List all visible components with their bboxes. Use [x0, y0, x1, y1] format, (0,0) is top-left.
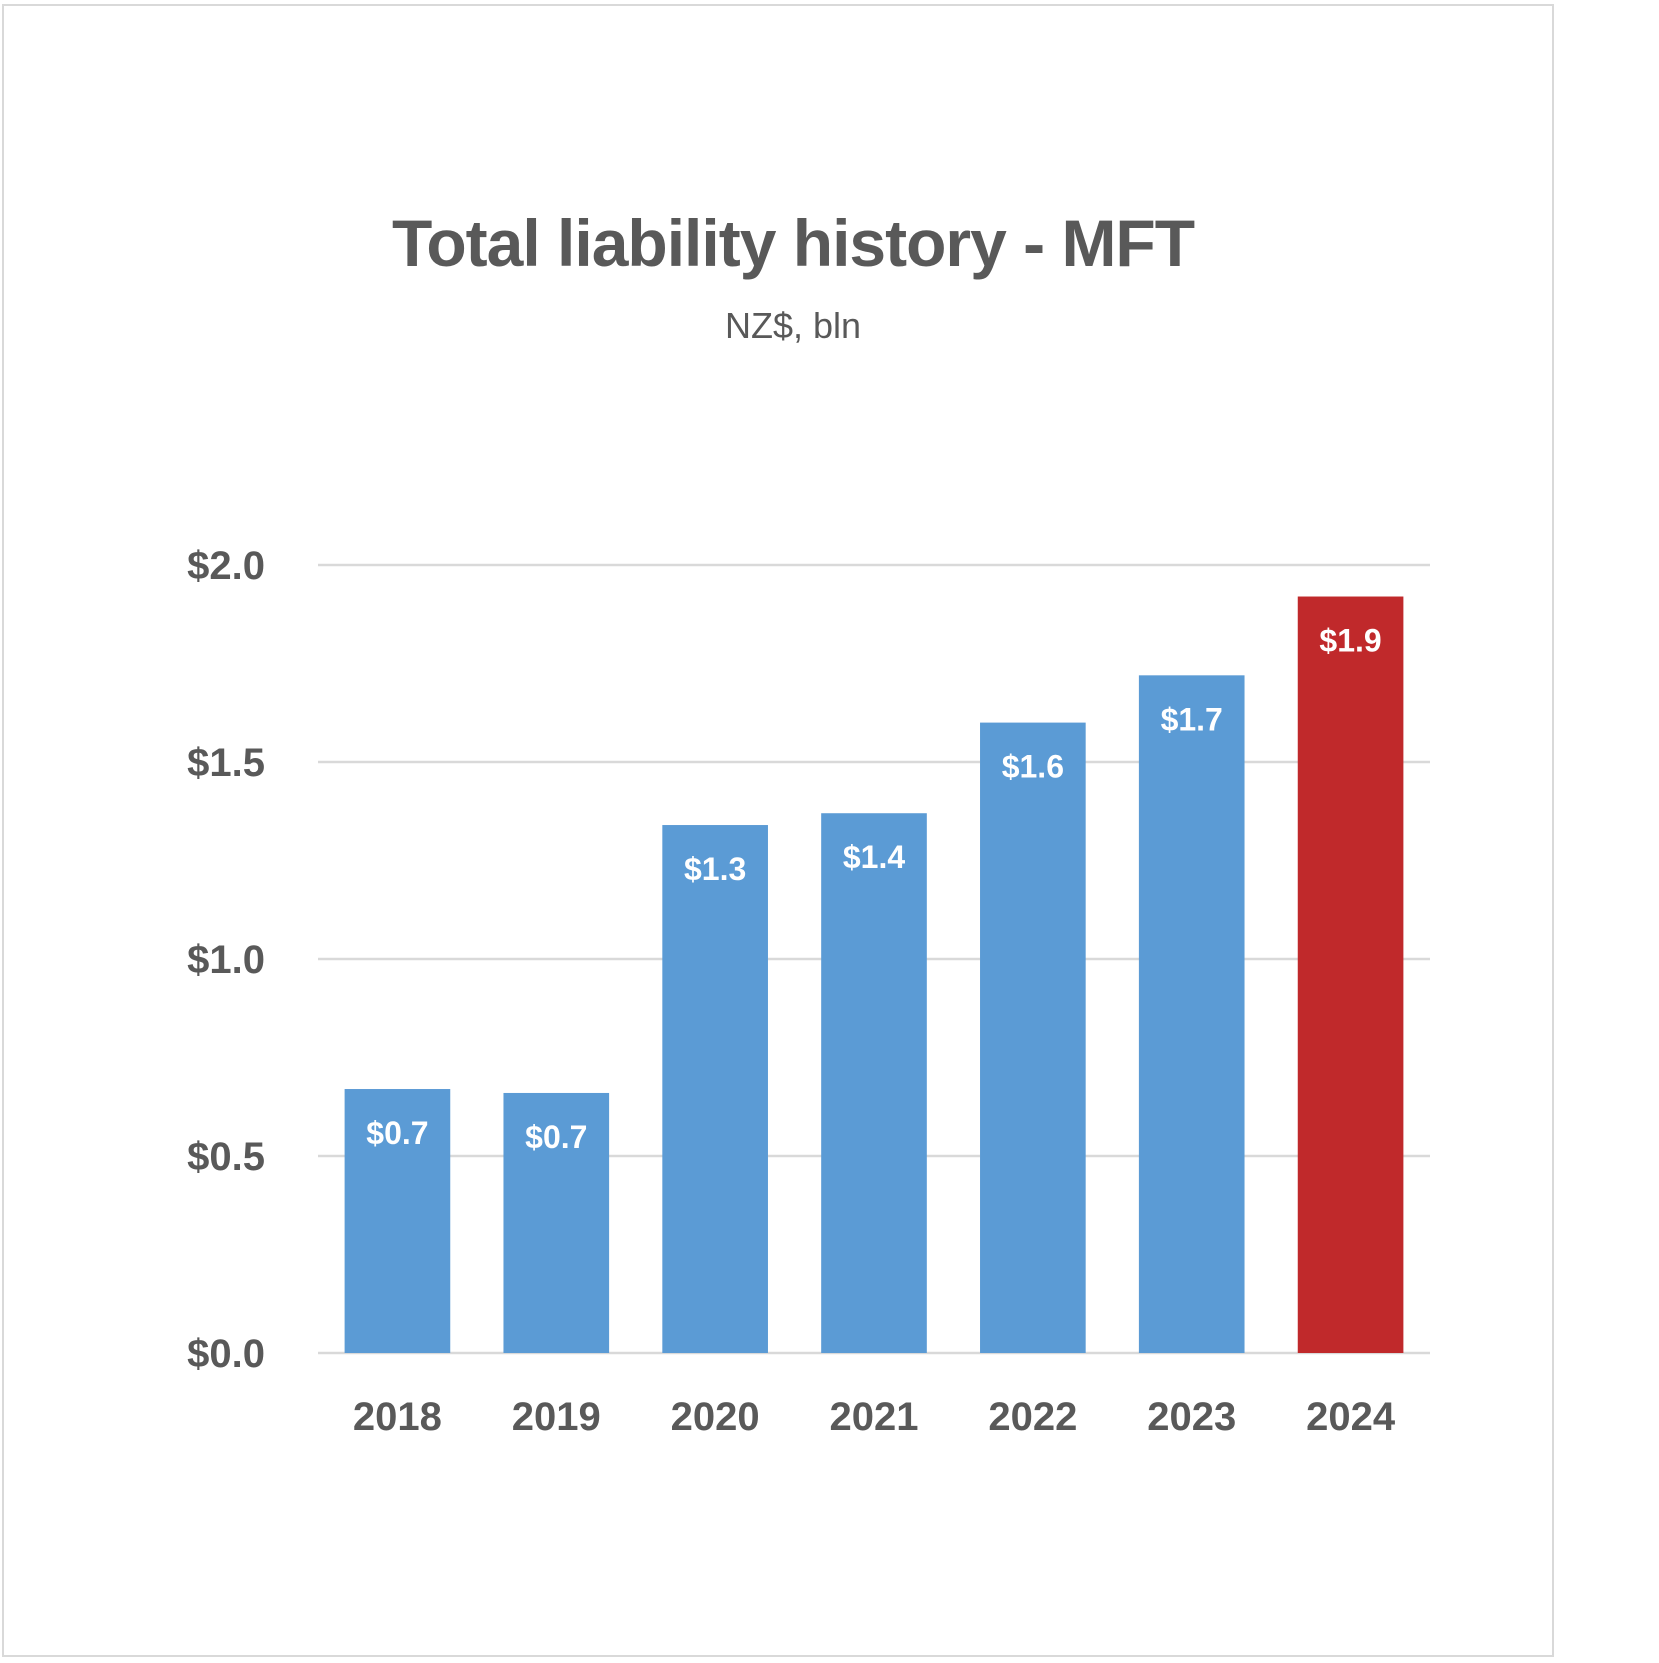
x-axis-ticks: 2018 2019 2020 2021 2022 2023 2024 [353, 1395, 1396, 1439]
data-label-2019: $0.7 [525, 1119, 587, 1155]
data-label-2018: $0.7 [366, 1115, 428, 1151]
bars [344, 596, 1404, 1353]
x-tick-label: 2019 [512, 1395, 601, 1439]
bar-2022 [980, 722, 1086, 1353]
x-tick-label: 2024 [1306, 1395, 1396, 1439]
x-tick-label: 2018 [353, 1395, 442, 1439]
x-tick-label: 2023 [1147, 1395, 1236, 1439]
y-tick-label: $1.0 [187, 938, 265, 982]
x-tick-label: 2020 [671, 1395, 760, 1439]
y-tick-label: $2.0 [187, 544, 265, 588]
bar-2019 [503, 1092, 610, 1353]
data-label-2022: $1.6 [1002, 749, 1064, 785]
bar-2023 [1138, 675, 1245, 1353]
x-tick-label: 2021 [830, 1395, 919, 1439]
chart-title: Total liability history - MFT [391, 206, 1195, 280]
data-label-2021: $1.4 [843, 839, 905, 875]
bar-2024 [1297, 596, 1404, 1353]
data-label-2024: $1.9 [1319, 623, 1381, 659]
y-tick-label: $0.0 [187, 1332, 265, 1376]
y-axis-ticks: $0.0 $0.5 $1.0 $1.5 $2.0 [187, 544, 265, 1376]
x-tick-label: 2022 [988, 1395, 1077, 1439]
y-tick-label: $0.5 [187, 1135, 265, 1179]
chart-frame [2, 4, 1554, 1657]
data-label-2023: $1.7 [1161, 701, 1223, 737]
bar-2020 [662, 825, 768, 1353]
data-labels: $0.7 $0.7 $1.3 $1.4 $1.6 $1.7 $1.9 [366, 623, 1381, 1155]
chart-subtitle: NZ$, bln [724, 305, 862, 346]
y-tick-label: $1.5 [187, 741, 265, 785]
data-label-2020: $1.3 [684, 851, 746, 887]
bar-2018 [344, 1089, 451, 1353]
bar-2021 [821, 813, 927, 1353]
